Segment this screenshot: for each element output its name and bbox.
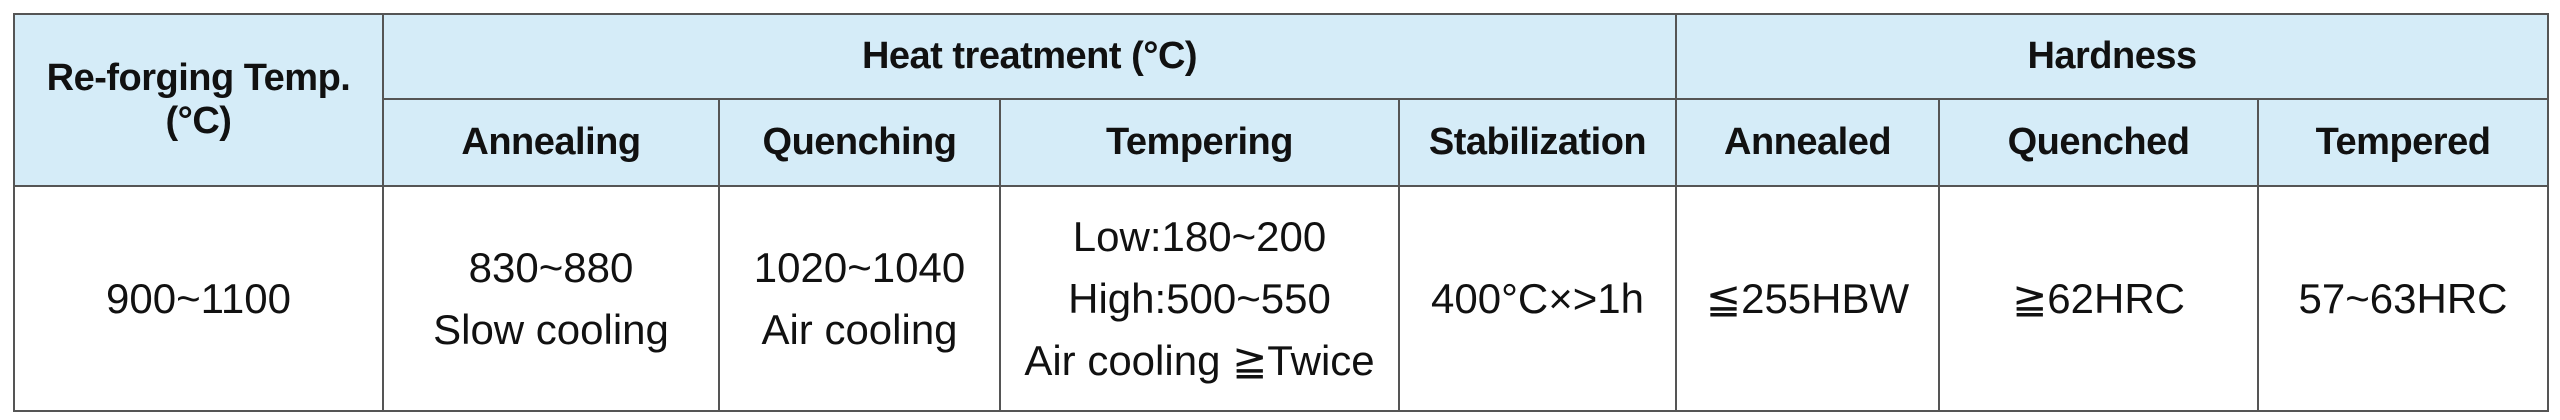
- cell-text: 57~63HRC: [2298, 274, 2508, 322]
- group-header: Heat treatment (°C): [381, 13, 1678, 100]
- cell-text: Re-forging Temp.: [46, 57, 351, 99]
- data-cell: 400°C×>1h: [1397, 185, 1678, 412]
- header-row: Re-forging Temp. (°C) Heat treatment (°C) H…: [13, 13, 2550, 187]
- column-header: Quenching: [718, 98, 1001, 187]
- data-cell: 900~1100: [13, 185, 384, 412]
- cell-text: Annealing: [461, 121, 641, 163]
- corner-header: Re-forging Temp. (°C): [13, 13, 384, 187]
- cell-text: Heat treatment (°C): [861, 35, 1198, 77]
- cell-text: Tempering: [1106, 121, 1293, 163]
- cell-text: Hardness: [2027, 35, 2197, 77]
- cell-text: Air cooling ≧Twice: [1024, 336, 1375, 384]
- cell-text: Quenching: [762, 121, 957, 163]
- cell-text: ≧62HRC: [2012, 274, 2185, 322]
- data-cell: 57~63HRC: [2257, 185, 2550, 412]
- data-cell: Low:180~200 High:500~550 Air cooling ≧Twic…: [999, 185, 1400, 412]
- subheader-row: Annealing Quenching Tempering Stabilization…: [14, 98, 2550, 187]
- cell-text: High:500~550: [1068, 274, 1331, 322]
- column-header: Tempered: [2257, 98, 2550, 187]
- cell-text: Tempered: [2315, 121, 2491, 163]
- column-header: Annealing: [382, 98, 720, 187]
- data-cell: ≧62HRC: [1938, 185, 2260, 412]
- cell-text: Air cooling: [761, 305, 958, 353]
- group-header: Hardness: [1675, 13, 2550, 100]
- cell-text: ≦255HBW: [1705, 274, 1910, 322]
- data-cell: 830~880 Slow cooling: [382, 185, 720, 412]
- cell-text: Quenched: [2007, 121, 2190, 163]
- column-header: Quenched: [1938, 98, 2260, 187]
- cell-text: (°C): [165, 100, 232, 142]
- data-cell: 1020~1040 Air cooling: [718, 185, 1001, 412]
- cell-text: Annealed: [1724, 121, 1892, 163]
- cell-text: 1020~1040: [753, 243, 966, 291]
- data-row: 900~1100 830~880 Slow cooling 1020~1040 Air …: [13, 185, 2550, 412]
- cell-text: Stabilization: [1428, 121, 1647, 163]
- column-header: Stabilization: [1397, 98, 1678, 187]
- cell-text: 830~880: [468, 243, 634, 291]
- cell-text: 900~1100: [106, 274, 291, 322]
- spec-table-container: Re-forging Temp. (°C) Heat treatment (°C) H…: [13, 13, 2550, 412]
- spec-table: Re-forging Temp. (°C) Heat treatment (°C) H…: [13, 13, 2550, 412]
- data-cell: ≦255HBW: [1675, 185, 1941, 412]
- column-header: Annealed: [1675, 98, 1941, 187]
- cell-text: Low:180~200: [1072, 212, 1327, 260]
- cell-text: 400°C×>1h: [1431, 274, 1644, 322]
- cell-text: Slow cooling: [433, 305, 669, 353]
- column-header: Tempering: [999, 98, 1400, 187]
